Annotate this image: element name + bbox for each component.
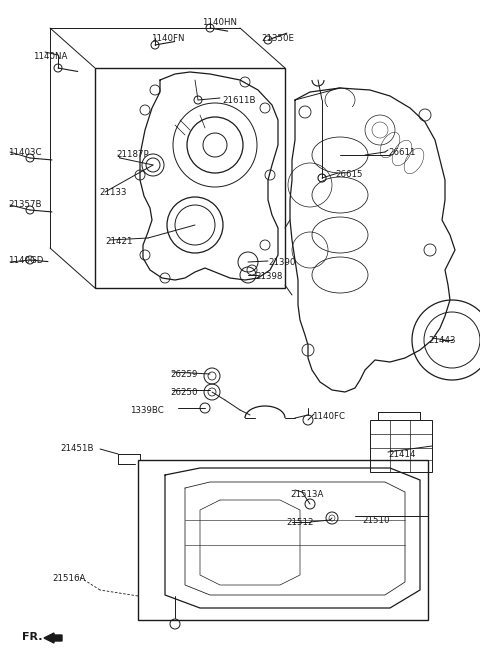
Text: 11403C: 11403C — [8, 148, 41, 157]
Bar — [370, 420, 432, 472]
Text: 21512: 21512 — [286, 518, 313, 527]
Text: 1140GD: 1140GD — [8, 256, 43, 265]
Text: 21611B: 21611B — [222, 96, 255, 105]
Bar — [95, 68, 285, 288]
Text: 21451B: 21451B — [60, 444, 94, 453]
Text: 1140NA: 1140NA — [33, 52, 67, 61]
Text: 21187P: 21187P — [116, 150, 149, 159]
Text: 26259: 26259 — [170, 370, 197, 379]
Text: 21398: 21398 — [255, 272, 282, 281]
Text: 1140FN: 1140FN — [151, 34, 185, 43]
Text: 26250: 26250 — [170, 388, 197, 397]
Text: 26611: 26611 — [388, 148, 416, 157]
Text: 1339BC: 1339BC — [130, 406, 164, 415]
Text: 21510: 21510 — [362, 516, 389, 525]
Text: 26615: 26615 — [335, 170, 362, 179]
Text: FR.: FR. — [22, 632, 43, 642]
Text: 21513A: 21513A — [290, 490, 324, 499]
Text: 21414: 21414 — [388, 450, 416, 459]
FancyArrow shape — [44, 633, 62, 643]
Text: 1140FC: 1140FC — [312, 412, 345, 421]
Text: 21516A: 21516A — [52, 574, 85, 583]
Text: 21390: 21390 — [268, 258, 295, 267]
Text: 21443: 21443 — [428, 336, 456, 345]
Text: 21421: 21421 — [105, 237, 132, 246]
Text: 21133: 21133 — [99, 188, 127, 197]
Text: 21350E: 21350E — [262, 34, 295, 43]
Bar — [138, 460, 428, 620]
Text: 21357B: 21357B — [8, 200, 41, 209]
Text: 1140HN: 1140HN — [203, 18, 238, 27]
